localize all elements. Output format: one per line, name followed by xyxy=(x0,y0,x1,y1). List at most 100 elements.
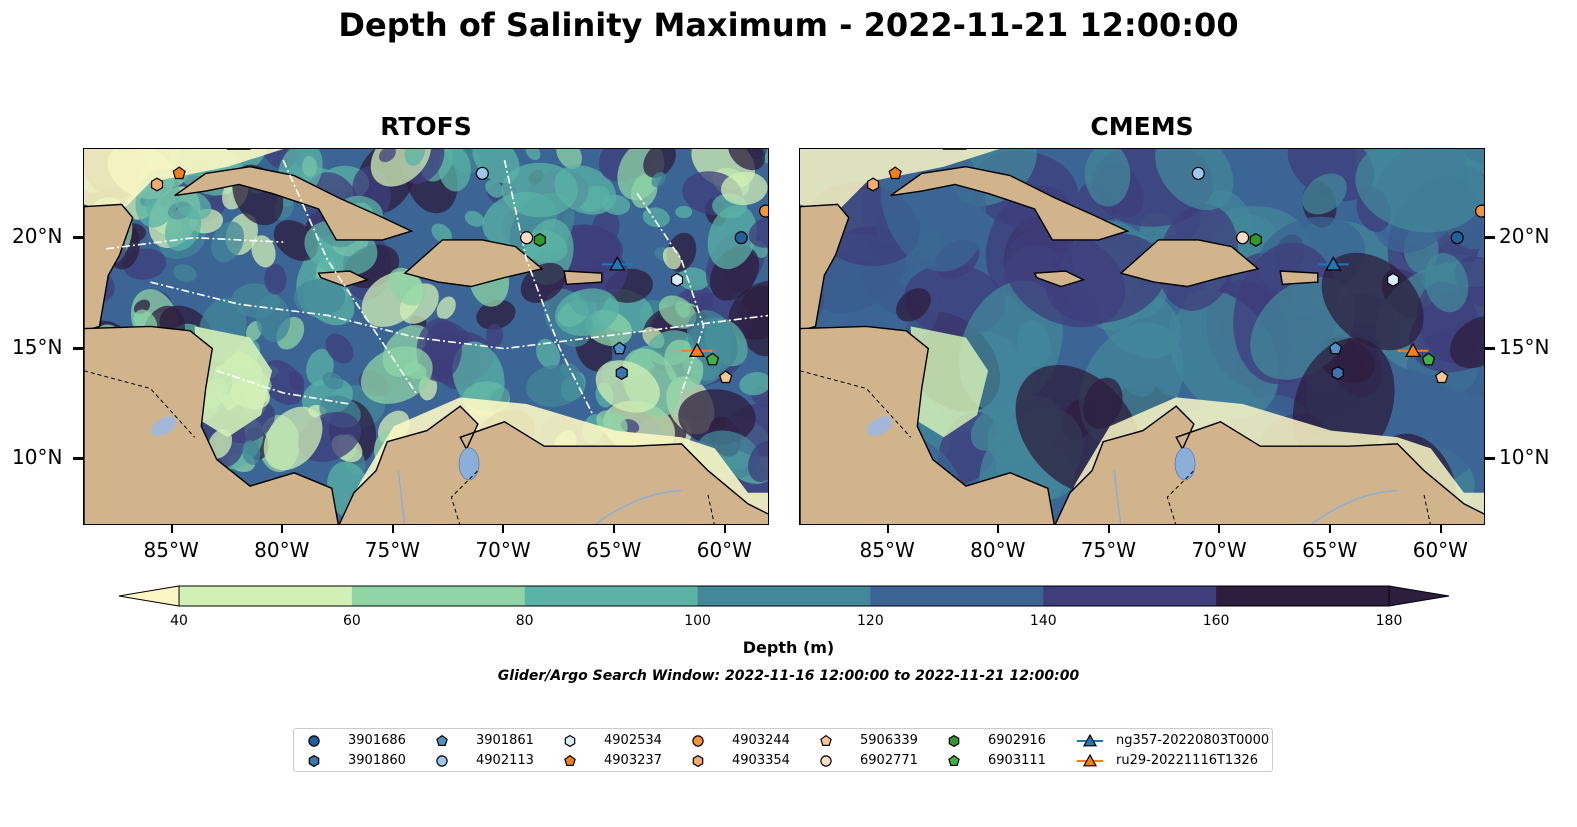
colorbar xyxy=(118,585,1450,607)
legend-label: 4903354 xyxy=(732,753,790,768)
colorbar-segment xyxy=(1216,586,1390,606)
legend-4903354-marker xyxy=(692,754,704,768)
station-ng357-20220803T0000-marker xyxy=(601,256,633,271)
lat-label-right: 15°N xyxy=(1499,334,1550,359)
station-5906339-marker xyxy=(719,370,733,384)
legend-3901861-marker xyxy=(436,734,448,746)
legend-6902771-marker xyxy=(820,755,832,767)
legend-label: 4902113 xyxy=(476,753,534,768)
lon-tick xyxy=(997,525,1000,533)
panel-title-cmems: CMEMS xyxy=(1090,112,1194,141)
lat-tick xyxy=(73,346,83,350)
station-6902771-marker xyxy=(520,231,534,245)
colorbar-segment xyxy=(524,586,699,606)
lat-tick xyxy=(73,235,83,239)
colorbar-segment xyxy=(179,586,353,606)
station-3901861-marker xyxy=(1328,341,1343,355)
legend-label: 6902771 xyxy=(860,753,918,768)
legend-label: 3901686 xyxy=(348,733,406,748)
colorbar-segment xyxy=(351,586,526,606)
lon-label: 80°W xyxy=(254,538,310,562)
station-6903111-marker xyxy=(1421,352,1436,366)
lat-label-right: 20°N xyxy=(1499,223,1550,248)
legend-label: 6903111 xyxy=(988,753,1046,768)
legend-4902113-marker xyxy=(436,755,448,767)
station-ru29-20221116T1326-marker xyxy=(1397,342,1429,358)
lon-tick xyxy=(1439,525,1442,533)
colorbar-extend-low xyxy=(118,585,180,607)
legend-label: 4903237 xyxy=(604,753,662,768)
station-4902113-marker xyxy=(475,166,489,180)
colorbar-label: Depth (m) xyxy=(742,638,835,657)
lon-tick xyxy=(281,525,284,533)
station-4902113-marker xyxy=(1191,166,1205,180)
station-6903111-marker xyxy=(705,352,720,366)
legend-label: 3901860 xyxy=(348,753,406,768)
legend-label: 5906339 xyxy=(860,733,918,748)
station-3901861-marker xyxy=(612,341,627,355)
lon-tick xyxy=(1107,525,1110,533)
lon-tick xyxy=(170,525,173,533)
legend-3901860-marker xyxy=(308,754,320,768)
legend-3901686-marker xyxy=(308,735,320,747)
station-6902916-marker xyxy=(1249,232,1262,247)
lat-tick xyxy=(1485,346,1495,350)
figure-title: Depth of Salinity Maximum - 2022-11-21 1… xyxy=(338,6,1239,44)
colorbar-extend-high xyxy=(1388,585,1450,607)
station-6902771-marker xyxy=(1236,231,1250,245)
lat-label-left: 20°N xyxy=(12,223,63,248)
lat-label-left: 15°N xyxy=(12,334,63,359)
lon-label: 60°W xyxy=(1412,538,1468,562)
lon-label: 65°W xyxy=(586,538,642,562)
station-5906339-marker xyxy=(1435,370,1449,384)
station-4903354-marker xyxy=(866,177,880,192)
legend-label: 4903244 xyxy=(732,733,790,748)
lon-label: 80°W xyxy=(970,538,1026,562)
lat-tick xyxy=(1485,457,1495,461)
legend-6902916-marker xyxy=(948,734,960,748)
colorbar-segment xyxy=(870,586,1044,606)
lon-tick xyxy=(886,525,889,533)
legend-6903111-marker xyxy=(948,754,960,766)
station-3901686-marker xyxy=(734,231,748,245)
legend-5906339-marker xyxy=(820,734,832,746)
station-4902534-marker xyxy=(670,272,684,287)
lon-label: 85°W xyxy=(859,538,915,562)
lon-tick xyxy=(613,525,616,533)
lon-tick xyxy=(723,525,726,533)
station-ng357-20220803T0000-marker xyxy=(1317,256,1349,271)
legend-label: 6902916 xyxy=(988,733,1046,748)
lon-label: 70°W xyxy=(475,538,531,562)
search-window-text: Glider/Argo Search Window: 2022-11-16 12… xyxy=(497,668,1080,684)
legend-label: 3901861 xyxy=(476,733,534,748)
colorbar-tick-label: 140 xyxy=(1029,613,1057,629)
legend-4903237-marker xyxy=(564,754,576,766)
colorbar-segment xyxy=(697,586,871,606)
station-6902916-marker xyxy=(533,232,546,247)
cmems-map[interactable] xyxy=(799,148,1485,525)
station-3901686-marker xyxy=(1450,231,1464,245)
panel-title-rtofs: RTOFS xyxy=(380,112,472,141)
colorbar-segment xyxy=(1043,586,1217,606)
lon-label: 75°W xyxy=(364,538,421,562)
lon-tick xyxy=(1329,525,1332,533)
legend-label: ng357-20220803T0000 xyxy=(1116,733,1270,748)
rtofs-map[interactable] xyxy=(83,148,769,525)
station-4903237-marker xyxy=(888,166,902,180)
lon-label: 60°W xyxy=(696,538,752,562)
lon-tick xyxy=(1218,525,1221,533)
station-4903354-marker xyxy=(150,177,164,192)
legend-4902534-marker xyxy=(564,734,576,748)
lon-tick xyxy=(391,525,394,533)
legend-ng357-20220803T0000-marker xyxy=(1076,733,1104,747)
colorbar-tick-label: 120 xyxy=(857,613,884,629)
lat-tick xyxy=(1485,235,1495,239)
legend-4903244-marker xyxy=(692,735,704,747)
colorbar-tick-label: 160 xyxy=(1202,613,1230,629)
colorbar-tick-label: 180 xyxy=(1375,613,1403,629)
legend: 3901686 3901860 3901861 4902113 4902534 49032… xyxy=(293,728,1273,772)
lon-label: 85°W xyxy=(143,538,199,562)
lat-tick xyxy=(73,457,83,461)
lon-tick xyxy=(502,525,505,533)
colorbar-tick-label: 60 xyxy=(342,613,361,629)
